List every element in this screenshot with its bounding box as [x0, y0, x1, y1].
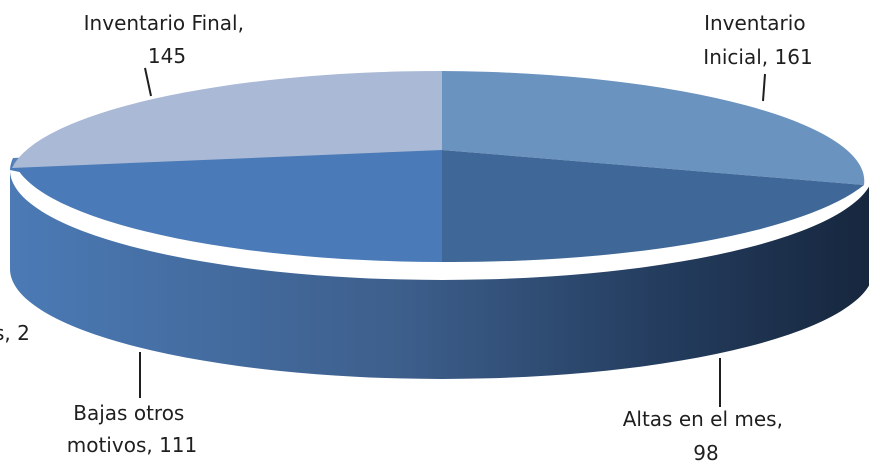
data-label-bajas-otros-motivos: Bajas otros motivos, 111	[67, 401, 198, 457]
data-label-bajas: s, 2	[0, 321, 30, 345]
pie-side-wall	[10, 170, 869, 379]
leader-line-inventario-inicial	[762, 73, 766, 102]
data-label-inventario-final: Inventario Final, 145	[84, 11, 251, 68]
pie-slice-altas-en-el-mes	[442, 150, 864, 263]
pie-slice-inventario-inicial	[442, 71, 865, 185]
data-label-inventario-inicial: Inventario Inicial, 161	[703, 11, 812, 69]
data-label-altas-en-el-mes: Altas en el mes, 98	[623, 407, 790, 465]
leader-line-inventario-final	[144, 67, 152, 97]
pie-slice-bajas-otros-motivos-top	[13, 150, 442, 262]
pie-slice-inventario-final	[12, 70, 442, 168]
